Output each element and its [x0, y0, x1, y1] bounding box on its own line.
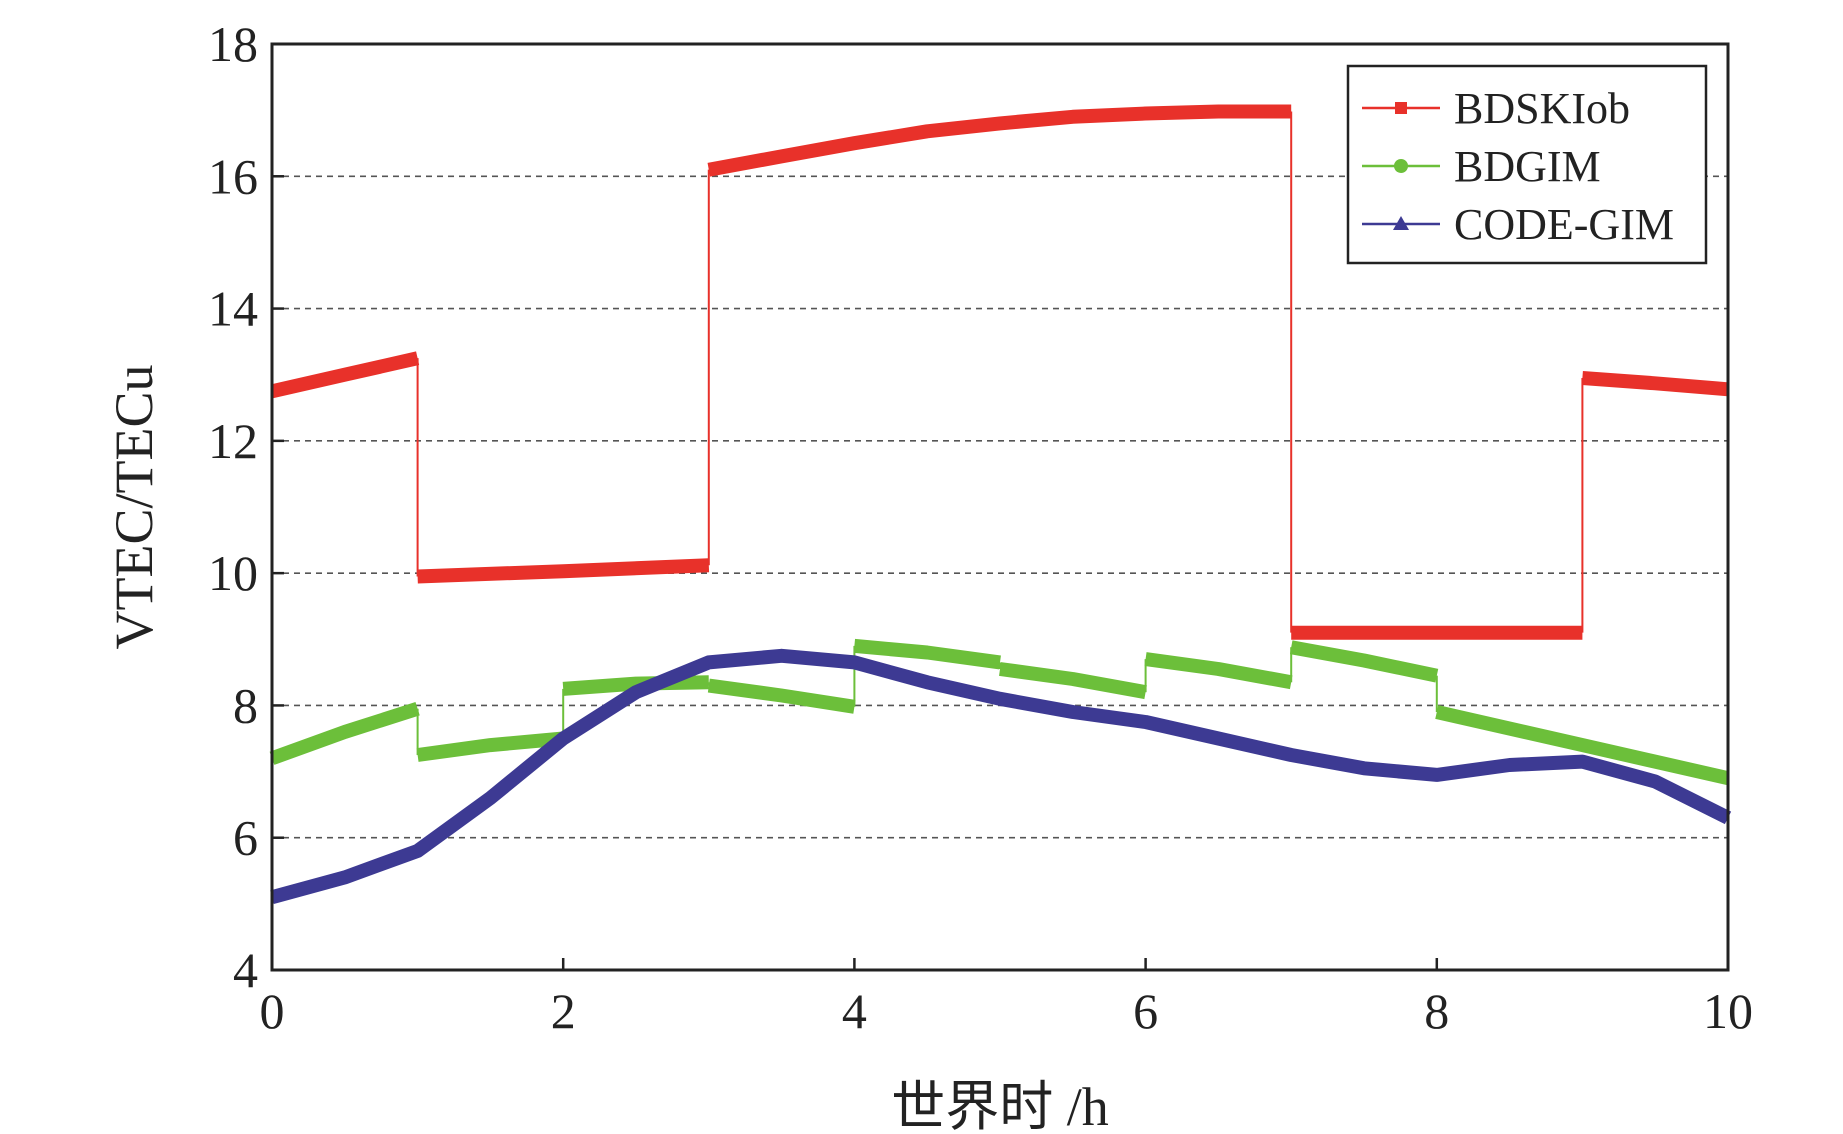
y-tick-label-14: 14 [208, 281, 258, 337]
x-tick-label-4: 4 [842, 983, 867, 1039]
plot-frame [270, 42, 1730, 972]
legend-marker-BDSKIob [1395, 102, 1407, 114]
series-BDGIM-segment-4 [853, 638, 1001, 670]
legend-label-BDGIM: BDGIM [1454, 142, 1601, 191]
series-BDSKIob-segment-1 [417, 558, 710, 584]
series-BDSKIob-segment-2 [707, 104, 1292, 177]
series-BDGIM-segment-1 [416, 731, 564, 762]
y-tick-label-16: 16 [208, 148, 258, 204]
x-axis-title: 世界时 /h [891, 1077, 1109, 1134]
x-tick-label-2: 2 [551, 983, 576, 1039]
x-tick-label-8: 8 [1424, 983, 1449, 1039]
y-tick-label-18: 18 [208, 16, 258, 72]
legend-label-CODE-GIM: CODE-GIM [1454, 200, 1674, 249]
series-CODE-GIM-segment-0 [270, 648, 1732, 904]
series-BDGIM-segment-7 [1289, 640, 1439, 683]
series-BDGIM-segment-3 [707, 678, 856, 714]
legend: BDSKIob BDGIM CODE-GIM [1346, 64, 1708, 265]
axis-ticks [270, 42, 1730, 972]
x-tick-labels: 0 2 4 6 8 10 [260, 983, 1754, 1039]
y-tick-labels: 4 6 8 10 12 14 16 18 [208, 16, 258, 998]
series-BDGIM-segment-5 [999, 662, 1147, 700]
series-BDSKIob-segment-0 [270, 351, 420, 399]
y-tick-label-4: 4 [233, 942, 258, 998]
series-BDSKIob-segment-4 [1581, 371, 1729, 397]
x-tick-label-6: 6 [1133, 983, 1158, 1039]
y-tick-label-6: 6 [233, 810, 258, 866]
y-axis-title: VTEC/TECu [104, 365, 164, 650]
y-tick-label-8: 8 [233, 677, 258, 733]
x-tick-label-0: 0 [260, 983, 285, 1039]
x-tick-label-10: 10 [1703, 983, 1753, 1039]
legend-label-BDSKIob: BDSKIob [1454, 84, 1630, 133]
series-CODE-GIM [270, 648, 1732, 904]
series-BDGIM-segment-6 [1144, 652, 1293, 690]
series-layer [269, 104, 1732, 904]
series-BDGIM-segment-0 [269, 702, 420, 765]
y-tick-label-12: 12 [208, 413, 258, 469]
legend-marker-CODE-GIM [1393, 216, 1409, 230]
series-BDSKIob [270, 104, 1729, 640]
series-BDGIM-segment-8 [1435, 705, 1730, 786]
series-BDGIM-segment-2 [562, 675, 709, 696]
y-tick-label-10: 10 [208, 545, 258, 601]
legend-marker-BDGIM [1394, 159, 1408, 173]
